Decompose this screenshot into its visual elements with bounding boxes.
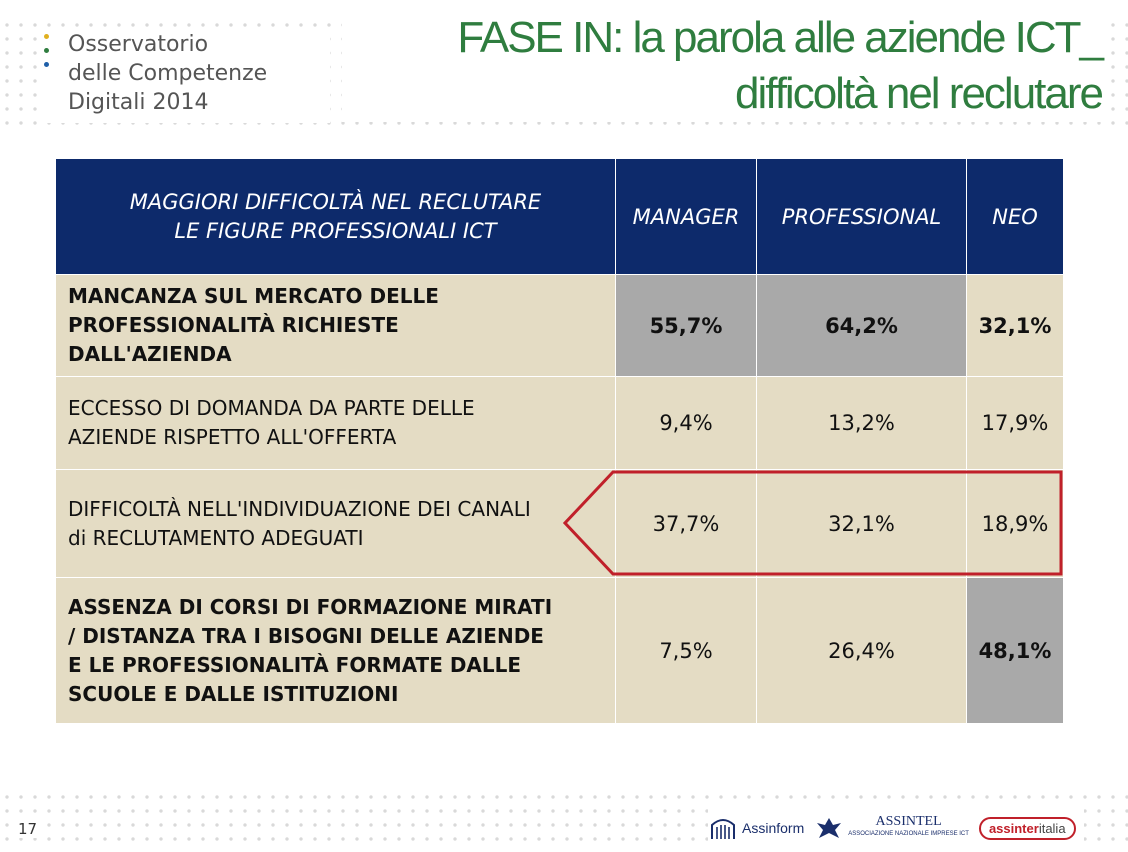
row-label: ASSENZA DI CORSI DI FORMAZIONE MIRATI / … bbox=[55, 577, 616, 724]
header-manager: MANAGER bbox=[615, 158, 757, 275]
recruiting-difficulty-table: MAGGIORI DIFFICOLTÀ NEL RECLUTARE LE FIG… bbox=[55, 158, 1064, 724]
cell-professional: 32,1% bbox=[756, 469, 967, 578]
bullet-yellow bbox=[44, 34, 49, 39]
title-line-1: FASE IN: la parola alle aziende ICT_ bbox=[449, 10, 1104, 66]
logo-line-2: delle Competenze bbox=[68, 61, 268, 86]
row-label-line: / DISTANZA TRA I BISOGNI DELLE AZIENDE bbox=[68, 623, 544, 648]
cell-manager: 55,7% bbox=[615, 274, 757, 377]
assintel-text: ASSINTEL bbox=[875, 814, 942, 829]
logo-bullets bbox=[44, 34, 52, 76]
assintel-logo: ASSINTEL ASSOCIAZIONE NAZIONALE IMPRESE … bbox=[814, 813, 969, 843]
cell-neo: 32,1% bbox=[966, 274, 1064, 377]
row-label: DIFFICOLTÀ NELL'INDIVIDUAZIONE DEI CANAL… bbox=[55, 469, 616, 578]
row-label-line: ASSENZA DI CORSI DI FORMAZIONE MIRATI bbox=[68, 594, 553, 619]
row-label-line: di RECLUTAMENTO ADEGUATI bbox=[68, 525, 364, 550]
table-row: ECCESSO DI DOMANDA DA PARTE DELLE AZIEND… bbox=[55, 376, 1064, 470]
cell-professional: 26,4% bbox=[756, 577, 967, 724]
row-label-line: MANCANZA SUL MERCATO DELLE bbox=[68, 284, 439, 308]
row-label-line: DALL'AZIENDA bbox=[68, 342, 232, 366]
assinter-text: assinter bbox=[988, 820, 1039, 836]
header-lead: MAGGIORI DIFFICOLTÀ NEL RECLUTARE LE FIG… bbox=[55, 158, 616, 275]
cell-manager: 9,4% bbox=[615, 376, 757, 470]
slide-title: FASE IN: la parola alle aziende ICT_ dif… bbox=[342, 10, 1104, 122]
assintel-wordmark: ASSINTEL ASSOCIAZIONE NAZIONALE IMPRESE … bbox=[848, 814, 969, 840]
cell-neo: 18,9% bbox=[966, 469, 1064, 578]
cell-neo: 48,1% bbox=[966, 577, 1064, 724]
cell-professional: 13,2% bbox=[756, 376, 967, 470]
assintel-eagle-icon bbox=[817, 818, 842, 838]
title-line-2: difficoltà nel reclutare bbox=[727, 66, 1104, 122]
row-label: ECCESSO DI DOMANDA DA PARTE DELLE AZIEND… bbox=[55, 376, 616, 470]
bullet-blue bbox=[44, 62, 49, 67]
table-row: MANCANZA SUL MERCATO DELLE PROFESSIONALI… bbox=[55, 274, 1064, 377]
logo-line-3: Digitali 2014 bbox=[68, 90, 209, 115]
assinform-emblem-icon bbox=[711, 819, 735, 839]
assinter-italia-text: italia bbox=[1038, 820, 1066, 836]
table-header-row: MAGGIORI DIFFICOLTÀ NEL RECLUTARE LE FIG… bbox=[55, 158, 1064, 275]
header-lead-line-2: LE FIGURE PROFESSIONALI ICT bbox=[174, 218, 497, 243]
row-label-line: DIFFICOLTÀ NELL'INDIVIDUAZIONE DEI CANAL… bbox=[68, 496, 531, 521]
header-lead-line-1: MAGGIORI DIFFICOLTÀ NEL RECLUTARE bbox=[129, 189, 542, 214]
logo-line-1: Osservatorio bbox=[68, 32, 209, 57]
header-neo: NEO bbox=[966, 158, 1064, 275]
table-row: DIFFICOLTÀ NELL'INDIVIDUAZIONE DEI CANAL… bbox=[55, 469, 1064, 578]
callout-arrow-outline bbox=[563, 470, 1063, 576]
row-label-line: PROFESSIONALITÀ RICHIESTE bbox=[68, 313, 399, 337]
row-label-line: AZIENDE RISPETTO ALL'OFFERTA bbox=[68, 425, 397, 449]
cell-manager: 7,5% bbox=[615, 577, 757, 724]
row-label-line: E LE PROFESSIONALITÀ FORMATE DALLE bbox=[68, 652, 522, 677]
assintel-subtitle: ASSOCIAZIONE NAZIONALE IMPRESE ICT bbox=[848, 831, 969, 837]
assinform-logo: Assinform bbox=[708, 813, 804, 843]
cell-professional: 64,2% bbox=[756, 274, 967, 377]
page-number: 17 bbox=[16, 820, 40, 838]
row-label: MANCANZA SUL MERCATO DELLE PROFESSIONALI… bbox=[55, 274, 616, 377]
row-label-line: SCUOLE E DALLE ISTITUZIONI bbox=[68, 681, 399, 706]
table-row: ASSENZA DI CORSI DI FORMAZIONE MIRATI / … bbox=[55, 577, 1064, 724]
cell-neo: 17,9% bbox=[966, 376, 1064, 470]
header-professional: PROFESSIONAL bbox=[756, 158, 967, 275]
assinter-logo: assinteritalia bbox=[978, 816, 1076, 840]
assinform-text: Assinform bbox=[742, 820, 805, 836]
observatory-logo: Osservatorio delle Competenze Digitali 2… bbox=[40, 28, 330, 123]
sponsor-logos: Assinform ASSINTEL ASSOCIAZIONE NAZIONAL… bbox=[708, 806, 1084, 850]
row-label-line: ECCESSO DI DOMANDA DA PARTE DELLE bbox=[68, 396, 475, 420]
bullet-green bbox=[44, 48, 49, 53]
